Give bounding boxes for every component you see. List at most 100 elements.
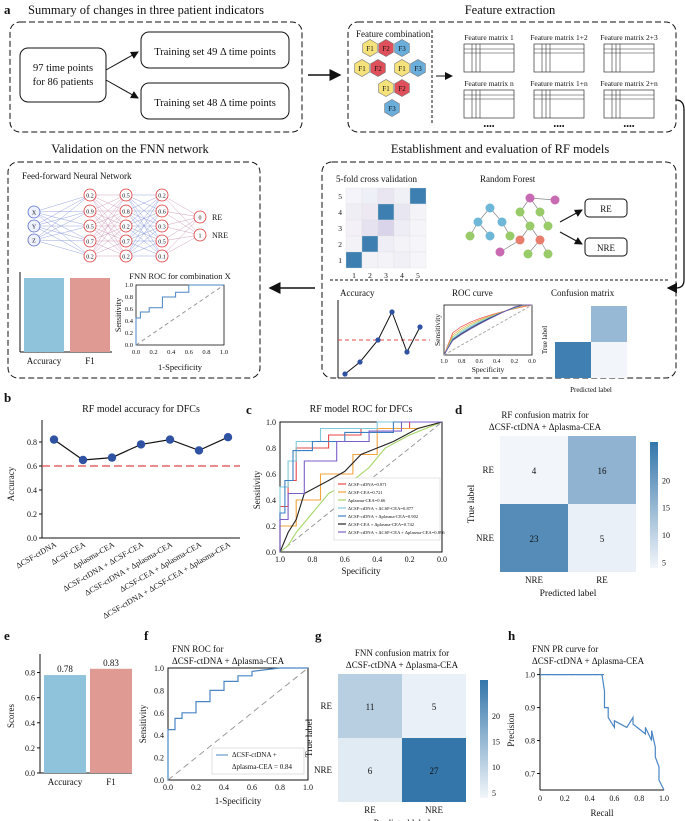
cm-col-label: NRE	[425, 805, 444, 815]
chart-h-title: FNN PR curve for	[532, 644, 598, 654]
fnn-section-title: Validation on the FNN network	[51, 142, 209, 156]
mini-roc-ylabel: Sensitivity	[433, 314, 442, 346]
cv-tick: 3	[384, 271, 388, 280]
fnn-node	[27, 205, 41, 219]
diagonal	[279, 421, 443, 553]
cm-value: 23	[530, 534, 540, 544]
cv-cell	[377, 187, 395, 205]
y-tick-label: 0.4	[266, 496, 276, 505]
mini-accuracy-chart: Accuracy	[337, 288, 430, 379]
mini-cm-label: Confusion matrix	[551, 288, 615, 298]
fnn-node-label: 0.5	[158, 240, 166, 246]
x-tick-label: 1.0	[303, 783, 313, 792]
y-tick-label: 0.0	[266, 548, 276, 557]
x-tick-label: 0.2	[405, 555, 415, 564]
roc-series-5	[279, 421, 443, 553]
y-tick-label: 1.0	[266, 418, 276, 427]
fnn-edge	[33, 225, 91, 257]
colorbar	[480, 680, 488, 798]
fnn-edge	[89, 194, 127, 227]
diagonal	[135, 284, 225, 346]
y-tick-label: 0.0	[154, 776, 164, 785]
cm-xlabel: Predicted label	[374, 819, 431, 821]
x-tick-label: 1.0	[659, 794, 669, 803]
fnn-node-label: 0.7	[122, 240, 130, 246]
fnn-node	[27, 219, 41, 233]
fnn-edge	[125, 194, 163, 227]
fnn-edge	[33, 210, 91, 241]
tick-label: 0.0	[528, 359, 536, 365]
ellipsis: ••••	[623, 122, 634, 131]
tick-label: 0.0	[132, 349, 140, 356]
tree-node	[515, 207, 525, 217]
feature-matrix	[463, 89, 515, 119]
feature-matrix-label: Feature matrix n	[464, 79, 514, 88]
cm-cell	[568, 436, 636, 504]
cm-row-label: NRE	[476, 533, 495, 543]
cv-tick: 2	[368, 271, 372, 280]
tree-node	[535, 235, 545, 245]
legend-label: ΔCSF-CEA + Δplasma-CEA=0.742	[348, 522, 415, 527]
y-tick-label: 0.8	[27, 438, 37, 447]
chart-f-title2: ΔCSF-ctDNA + Δplasma-CEA	[172, 656, 285, 666]
fnn-edge	[33, 225, 91, 241]
cv-cell	[345, 235, 363, 253]
colorbar-tick: 10	[662, 531, 670, 540]
fnn-node-label: 0.8	[122, 210, 130, 216]
colorbar-tick: 5	[492, 789, 496, 798]
fnn-label: Feed-forward Neural Network	[22, 171, 132, 181]
pr-line	[540, 674, 665, 791]
feature-matrix	[603, 89, 655, 119]
legend-box	[333, 477, 441, 541]
cv-tick: 1	[338, 256, 342, 265]
cm-cell	[500, 436, 568, 504]
fnn-node-label: 0.2	[86, 194, 94, 200]
y-tick-label: 0.6	[25, 694, 35, 703]
cv-cell	[393, 251, 411, 269]
mini-cm-cell	[591, 342, 627, 378]
chart-b: RF model accuracy for DFCs 0.8 0.6 0.4 0.2 0.…	[6, 404, 240, 621]
fnn-edge	[89, 240, 127, 257]
roc-series-1	[279, 421, 443, 552]
rf-section-box	[321, 161, 677, 379]
fnn-edge	[125, 194, 163, 212]
mini-roc-curve: ROC curve 1.0 0.8 0.6 0.4 0.2 0.0 Specificity Se…	[433, 288, 536, 374]
chart-d: RF confusion matrix for ΔCSF-ctDNA + Δpla…	[467, 410, 670, 599]
tick-label: 0.8	[125, 294, 133, 301]
mini-accuracy-point	[357, 359, 363, 365]
cv-cell	[377, 235, 395, 253]
y-tick-label: 0.8	[154, 686, 164, 695]
legend-label: ΔCSF-ctDNA + ΔCSF-CEA=0.877	[348, 506, 414, 511]
y-tick-label: 0.4	[154, 731, 164, 740]
tree-node	[505, 231, 515, 241]
fnn-node	[83, 219, 97, 233]
hexagon-label: F2	[374, 65, 382, 73]
accuracy-point	[78, 455, 88, 465]
fnn-edge	[125, 194, 163, 242]
cv-tick: 2	[338, 240, 342, 249]
fnn-edge	[89, 194, 127, 242]
mini-roc-title: FNN ROC for combination X	[129, 271, 231, 281]
mini-bar-f1	[70, 278, 110, 352]
mini-roc-series	[443, 304, 532, 356]
cm-cell	[402, 738, 466, 802]
rf-output-re: RE	[600, 204, 612, 214]
tree-node	[543, 221, 553, 231]
chart-g-title: FNN confusion matrix for	[355, 648, 449, 658]
y-tick-label: 0.6	[154, 709, 164, 718]
cm-value: 5	[432, 702, 437, 712]
cm-cell	[402, 674, 466, 738]
x-tick-label: 1.0	[275, 555, 285, 564]
fnn-edge	[161, 225, 201, 236]
tick-label: 0.2	[511, 359, 519, 365]
fnn-node	[83, 234, 97, 248]
fnn-edge	[125, 210, 163, 257]
cv-cell	[393, 235, 411, 253]
x-tick-label: 0.6	[609, 794, 619, 803]
chart-g-title2: ΔCSF-ctDNA + Δplasma-CEA	[346, 660, 459, 670]
mini-accuracy-point	[417, 324, 423, 330]
patients-line1: 97 time points	[33, 63, 93, 74]
hexagon-label: F2	[382, 45, 390, 53]
x-tick-label: 0.4	[372, 555, 382, 564]
split-arrow-down	[105, 79, 139, 99]
